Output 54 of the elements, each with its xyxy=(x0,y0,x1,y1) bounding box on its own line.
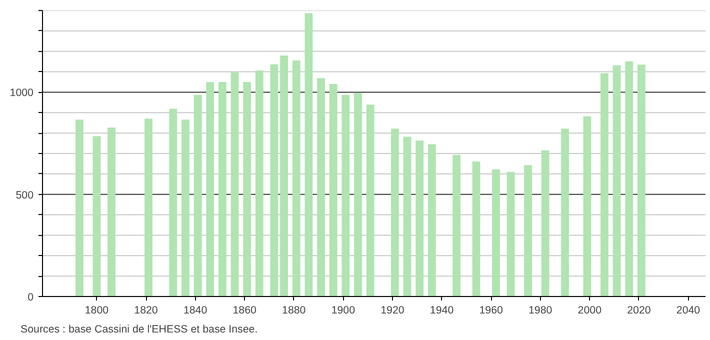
bar xyxy=(329,84,338,296)
source-note: Sources : base Cassini de l'EHESS et base Insee. xyxy=(20,324,258,336)
x-tick-label: 1820 xyxy=(134,304,158,316)
x-tick-label: 1840 xyxy=(183,304,208,316)
x-tick-label: 1880 xyxy=(282,304,306,316)
bar xyxy=(625,61,634,296)
bar xyxy=(317,78,325,296)
bar xyxy=(561,128,569,296)
bar xyxy=(403,136,412,296)
x-tick-label: 1900 xyxy=(331,304,356,316)
bar xyxy=(194,94,202,296)
bar xyxy=(270,64,278,296)
bar xyxy=(472,161,480,296)
bar xyxy=(280,55,288,296)
bar xyxy=(342,94,350,296)
x-tick-label: 1860 xyxy=(232,304,257,316)
x-tick-label: 1920 xyxy=(380,304,404,316)
x-tick-label: 2040 xyxy=(676,304,700,316)
x-tick-label: 1940 xyxy=(430,304,454,316)
bar xyxy=(218,82,226,296)
bar xyxy=(182,120,190,296)
x-tick-label: 1980 xyxy=(528,304,552,316)
bar xyxy=(76,120,84,296)
bar xyxy=(144,118,152,296)
bar xyxy=(452,154,461,296)
bar xyxy=(255,70,264,296)
x-tick-label: 2020 xyxy=(627,304,651,316)
bar xyxy=(524,165,532,296)
bar xyxy=(206,82,214,296)
y-tick-label: 0 xyxy=(28,292,34,304)
bar xyxy=(108,128,116,296)
bar xyxy=(428,144,436,296)
bar xyxy=(583,116,592,296)
bar xyxy=(506,172,515,296)
bar xyxy=(492,169,500,296)
x-tick-label: 2000 xyxy=(578,304,602,316)
bar xyxy=(92,136,101,296)
bar xyxy=(612,65,621,296)
bar xyxy=(600,73,608,296)
bar xyxy=(637,64,646,296)
bar xyxy=(304,13,313,296)
bar xyxy=(230,72,239,296)
bar xyxy=(416,140,424,296)
bar xyxy=(541,150,550,296)
bar xyxy=(292,60,300,296)
bar xyxy=(391,128,399,296)
x-tick-label: 1960 xyxy=(479,304,503,316)
y-tick-label: 1000 xyxy=(10,87,34,100)
bar xyxy=(354,92,362,296)
x-tick-label: 1800 xyxy=(84,304,109,316)
bar xyxy=(169,108,178,296)
bar xyxy=(243,82,252,296)
bar xyxy=(366,104,374,296)
y-tick-label: 500 xyxy=(16,189,34,202)
